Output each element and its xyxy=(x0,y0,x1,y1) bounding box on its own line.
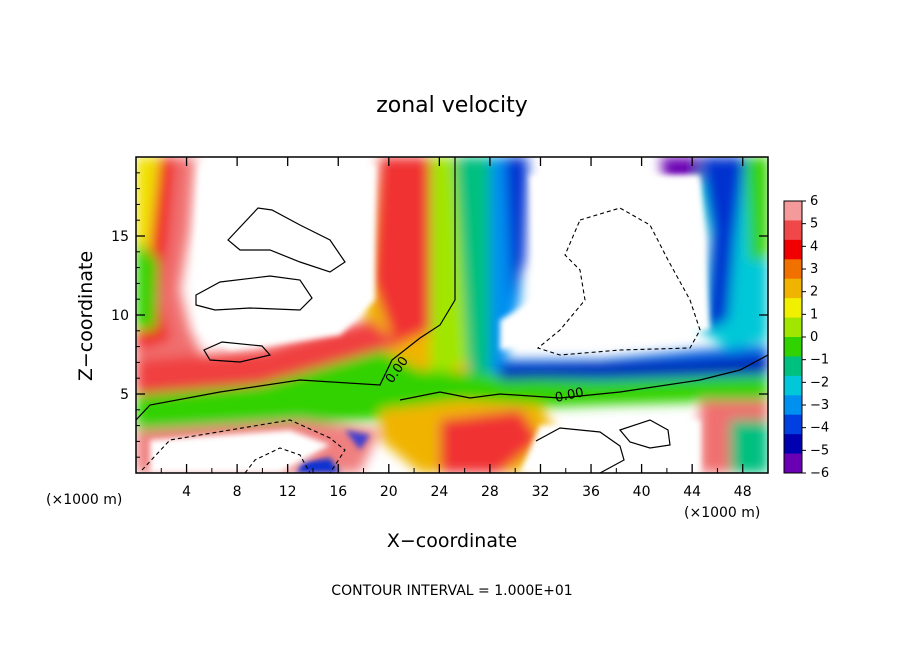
colorbar-segment xyxy=(784,453,802,474)
colorbar-segment xyxy=(784,239,802,260)
contour-lines xyxy=(136,157,768,473)
y-axis-label: Z−coordinate xyxy=(75,251,97,381)
colorbar-segment xyxy=(784,395,802,416)
colorbar-tick-label: −1 xyxy=(810,353,829,368)
colorbar-segment xyxy=(784,375,802,396)
velocity-field: 0.00 0.00 xyxy=(136,157,768,473)
colorbar-segment xyxy=(784,201,802,221)
x-tick-label: 36 xyxy=(582,484,600,500)
colorbar-tick-label: −4 xyxy=(810,421,829,436)
x-tick-label: 16 xyxy=(329,484,347,500)
colorbar-tick-label: 1 xyxy=(810,307,818,322)
colorbar-segment xyxy=(784,414,802,435)
colorbar-segment xyxy=(784,434,802,455)
colorbar-segment xyxy=(784,220,802,241)
colorbar-segment xyxy=(784,298,802,319)
colorbar-tick-label: 3 xyxy=(810,262,818,277)
x-tick-label: 40 xyxy=(633,484,651,500)
colorbar-tick-label: 6 xyxy=(810,194,818,209)
x-unit-label-right: (×1000 m) xyxy=(684,505,760,521)
x-unit-label-left: (×1000 m) xyxy=(46,492,122,508)
y-axis: 5 10 15 xyxy=(111,172,768,458)
y-tick-label: 15 xyxy=(111,229,129,245)
x-axis: 4 8 12 16 20 24 28 32 36 40 44 48 xyxy=(160,157,752,500)
colorbar-tick-label: −5 xyxy=(810,443,829,458)
colorbar-tick-label: −6 xyxy=(810,466,829,481)
colorbar-segment xyxy=(784,337,802,357)
x-tick-label: 12 xyxy=(279,484,297,500)
x-tick-label: 8 xyxy=(233,484,242,500)
x-tick-label: 48 xyxy=(734,484,752,500)
x-tick-label: 28 xyxy=(481,484,499,500)
colorbar-tick-label: 4 xyxy=(810,239,818,254)
x-tick-label: 32 xyxy=(532,484,550,500)
contour-interval-note: CONTOUR INTERVAL = 1.000E+01 xyxy=(331,583,572,599)
colorbar-segment xyxy=(784,356,802,377)
colorbar-tick-label: 2 xyxy=(810,285,818,300)
x-tick-label: 4 xyxy=(182,484,191,500)
x-tick-label: 20 xyxy=(380,484,398,500)
colorbar-tick-label: −2 xyxy=(810,375,829,390)
colorbar-tick-label: 0 xyxy=(810,330,818,345)
colorbar-segment xyxy=(784,317,802,338)
y-tick-label: 10 xyxy=(111,308,129,324)
x-tick-label: 24 xyxy=(430,484,448,500)
x-tick-label: 44 xyxy=(683,484,701,500)
colorbar-segment xyxy=(784,259,802,280)
chart-title: zonal velocity xyxy=(376,93,528,118)
colorbar: 6 5 4 3 2 1 0 −1 −2 −3 −4 −5 −6 xyxy=(783,194,829,481)
y-tick-label: 5 xyxy=(120,387,129,403)
colorbar-segment xyxy=(784,278,802,299)
contour-label-right: 0.00 xyxy=(554,385,585,406)
colorbar-tick-label: 5 xyxy=(810,217,818,232)
x-axis-label: X−coordinate xyxy=(387,530,517,552)
colorbar-tick-label: −3 xyxy=(810,398,829,413)
